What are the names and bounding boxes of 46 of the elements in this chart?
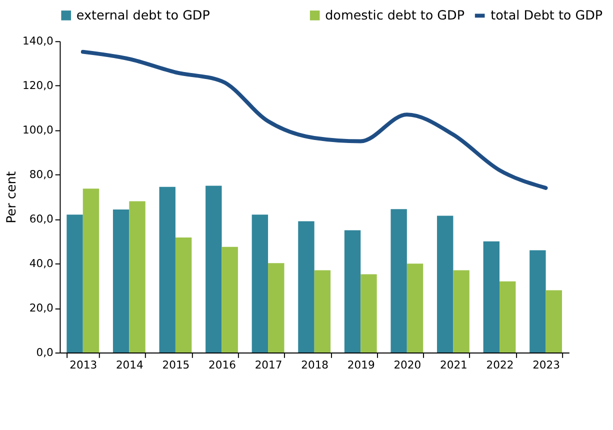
y-tick-label: 0,0: [36, 346, 54, 359]
x-tick-label: 2017: [254, 358, 282, 372]
y-tick-label: 20,0: [29, 301, 54, 314]
bar: [66, 214, 83, 353]
bar: [360, 274, 377, 353]
y-tick-label: 100,0: [22, 124, 54, 137]
x-tick-label: 2022: [486, 358, 514, 372]
x-tick-label: 2016: [208, 358, 236, 372]
legend-label: external debt to GDP: [76, 8, 210, 24]
bar: [129, 201, 146, 353]
bar: [406, 264, 424, 353]
y-tick-label: 40,0: [29, 257, 54, 270]
line-series: [80, 50, 548, 190]
bar: [314, 270, 331, 353]
bar: [546, 290, 562, 353]
bar: [206, 186, 222, 353]
bar: [252, 214, 268, 353]
x-tick-label: 2013: [70, 358, 98, 372]
bar: [500, 281, 516, 353]
bar: [344, 230, 361, 353]
bar: [159, 186, 176, 353]
x-tick-label: 2023: [532, 358, 560, 372]
y-tick-label: 140,0: [22, 34, 54, 48]
x-tick-label: 2021: [440, 358, 468, 372]
legend-label: domestic debt to GDP: [325, 8, 465, 24]
bar: [390, 209, 407, 353]
x-tick-label: 2014: [116, 358, 144, 372]
x-tick-label: 2019: [347, 358, 375, 372]
bar: [82, 188, 100, 353]
bar: [453, 270, 470, 353]
x-tick-label: 2015: [162, 358, 190, 372]
bar: [483, 241, 500, 353]
y-tick-label: 120,0: [22, 79, 54, 92]
bar: [530, 250, 546, 353]
bar: [298, 221, 314, 353]
y-axis-title: Per cent: [4, 171, 20, 224]
bar: [112, 210, 130, 353]
bar: [222, 246, 238, 353]
y-tick-label: 80,0: [29, 168, 54, 182]
bar: [268, 263, 284, 353]
legend-label: total Debt to GDP: [490, 8, 603, 24]
x-tick-label: 2018: [301, 358, 329, 372]
bar: [437, 216, 454, 353]
x-tick-label: 2020: [394, 358, 422, 372]
y-tick-label: 60,0: [29, 212, 54, 226]
bar: [175, 238, 192, 353]
